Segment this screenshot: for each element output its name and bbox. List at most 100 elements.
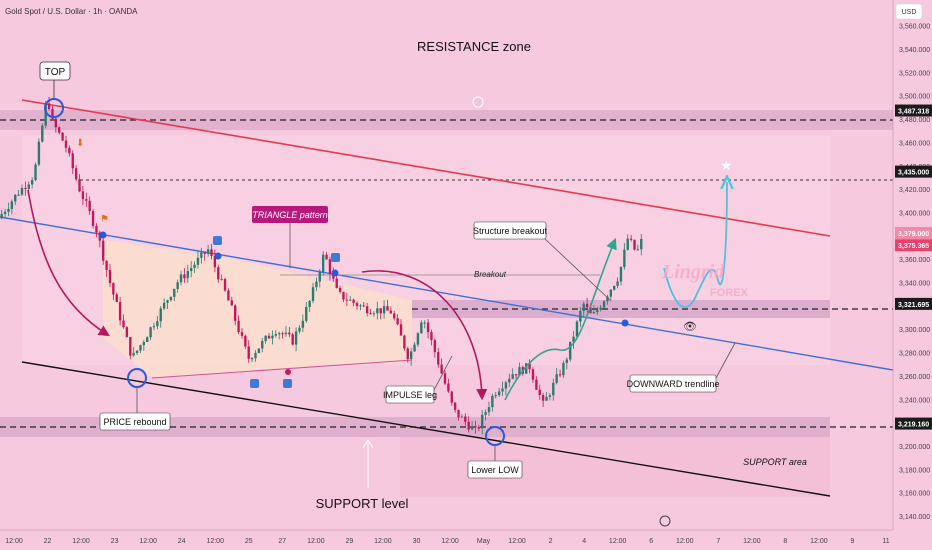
downward-trendline-callout: DOWNWARD trendline [627,342,736,393]
candle-body [291,334,294,345]
price-axis[interactable] [893,0,932,550]
time-tick-label: 12:00 [139,538,157,545]
candle-body [308,300,311,307]
price-tick-label: 3,180.000 [899,467,930,474]
candle-body [518,367,521,376]
candle-body [582,303,585,311]
candle-body [105,260,108,270]
candle-body [206,249,210,254]
candle-body [7,208,10,212]
candle-body [389,310,393,314]
candle-body [190,267,193,272]
candle-body [37,141,41,165]
candle-body [305,306,308,321]
lightning-icon[interactable] [659,515,671,527]
candle-body [504,382,508,389]
candle-body [474,426,477,428]
watermark-subtitle: FOREX [710,287,749,299]
candle-body [118,301,122,321]
price-label-box [895,297,932,310]
candle-body [613,285,616,290]
time-tick-label: 12:00 [206,538,224,545]
candle-body [125,327,129,338]
candle-body [3,211,7,214]
candle-body [382,306,386,314]
candle-body [328,259,332,275]
candle-body [619,266,623,282]
candle-body [108,269,112,284]
triangle-touch-point [285,369,291,375]
event-arrow-icon[interactable] [213,236,222,245]
candle-body [301,320,305,328]
event-arrow-icon[interactable] [283,379,292,388]
candle-body [74,168,78,180]
candle-body [535,379,538,390]
candle-body [267,335,271,339]
candle-body [416,333,420,345]
candle-body [183,274,186,279]
candle-body [244,335,247,347]
triangle-pattern-label: TRIANGLE pattern [252,210,328,220]
candle-body [78,179,81,192]
candle-body [186,271,189,279]
candle-body [552,382,555,396]
event-arrow-icon[interactable] [250,379,259,388]
candle-body [44,103,47,126]
downward-trendline-label: DOWNWARD trendline [627,379,720,389]
trend-touch-point [621,319,629,327]
candle-body [481,414,484,429]
candle-body [616,281,619,286]
eye-icon: 👁 [683,320,697,333]
candle-body [115,294,118,302]
candle-body [413,344,416,352]
candle-body [538,389,541,396]
candle-body [88,200,91,212]
candle-body [541,395,545,401]
candle-body [129,337,132,356]
candle-body [85,199,88,201]
candle-body [592,312,596,314]
candle-body [497,391,501,396]
candle-body [142,342,146,346]
candle-body [352,299,355,303]
price-tick-label: 3,420.000 [899,187,930,194]
candle-body [599,307,602,310]
price-tick-label: 3,560.000 [899,24,930,31]
candle-body [271,335,274,339]
candle-body [386,306,389,311]
candle-body [139,345,142,351]
candle-body [173,288,176,297]
candle-body [369,313,372,315]
price-tick-label: 3,500.000 [899,94,930,101]
candle-body [596,309,599,313]
price-label-box [895,165,932,178]
currency-button[interactable] [895,3,923,20]
downward-trendline [0,216,894,371]
candle-body [335,278,338,288]
candle-body [453,402,457,410]
event-arrow-icon[interactable] [331,253,340,262]
candle-body [359,305,362,307]
info-icon[interactable] [472,96,484,108]
support-area-shade [400,437,830,497]
candle-body [420,322,423,334]
candle-body [623,249,626,267]
candle-body [393,313,396,319]
time-tick-label: 9 [851,538,855,545]
time-tick-label: 22 [44,538,52,545]
candle-body [234,305,237,321]
price-tick-label: 3,340.000 [899,281,930,288]
time-tick-label: 11 [882,538,889,545]
candle-body [467,421,470,430]
candle-body [636,249,640,251]
time-axis[interactable]: 12:00 22 12:00 23 12:00 24 12:00 25 27 12:00 29 12:… [5,538,889,545]
candle-body [399,324,403,336]
support-level-label: SUPPORT level [316,496,409,511]
resistance-trendline [21,99,831,237]
time-tick-label: 12:00 [374,538,392,545]
candle-body [525,363,528,374]
candle-body [349,299,352,301]
top-callout: TOP [39,61,71,98]
candle-body [34,164,37,181]
